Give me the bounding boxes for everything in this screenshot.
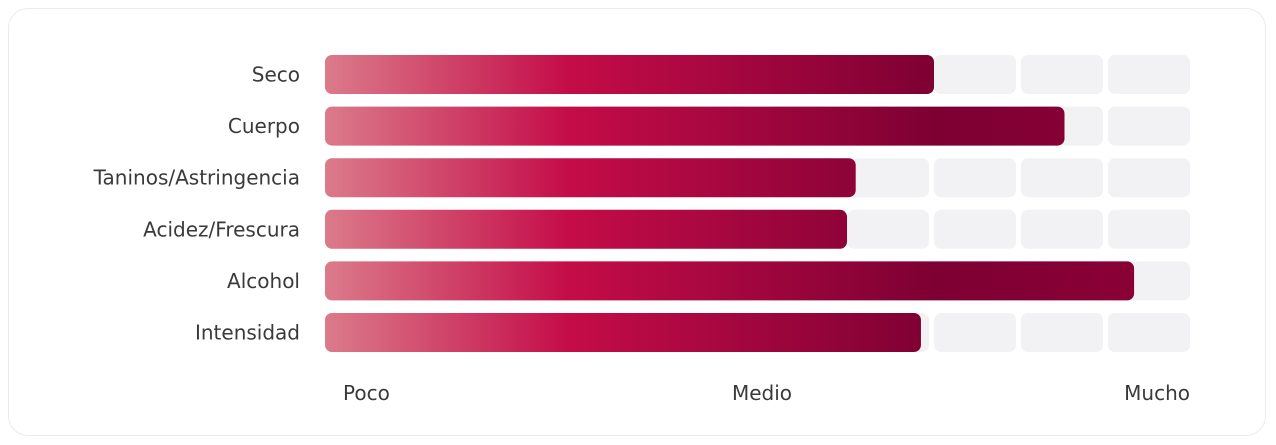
track-segment [934, 158, 1016, 198]
bar-intensidad [325, 313, 921, 352]
track-segment [1108, 313, 1190, 352]
track-segment [847, 158, 929, 198]
category-label: Cuerpo [228, 114, 300, 138]
track-segment [1021, 158, 1103, 198]
track-segment [934, 209, 1016, 249]
scale-labels: Poco Medio Mucho [343, 381, 1190, 405]
bar-acidez-frescura [325, 209, 847, 249]
category-labels: Seco Cuerpo Taninos/Astringencia Acidez/Fre… [93, 63, 300, 345]
category-label: Acidez/Frescura [143, 217, 300, 241]
track-segment [1021, 313, 1103, 352]
track-segment [1108, 158, 1190, 198]
track-segment [1108, 106, 1190, 146]
track-segment [934, 55, 1016, 94]
track-segment [1108, 55, 1190, 94]
category-label: Seco [252, 63, 300, 87]
category-label: Taninos/Astringencia [93, 166, 300, 190]
track-segment [847, 209, 929, 249]
track-segment [934, 313, 1016, 352]
bar-seco [325, 55, 934, 94]
bar-layer [325, 55, 1135, 352]
bar-cuerpo [325, 106, 1065, 146]
track-layer [325, 55, 1190, 352]
bar-taninos-astringencia [325, 158, 856, 198]
scale-label-mucho: Mucho [1124, 381, 1190, 405]
category-label: Alcohol [227, 269, 300, 293]
track-segment [1021, 55, 1103, 94]
scale-label-medio: Medio [732, 381, 792, 405]
scale-label-poco: Poco [343, 381, 390, 405]
category-label: Intensidad [195, 321, 300, 345]
track-segment [1108, 209, 1190, 249]
bar-alcohol [325, 261, 1135, 301]
track-segment [1021, 209, 1103, 249]
